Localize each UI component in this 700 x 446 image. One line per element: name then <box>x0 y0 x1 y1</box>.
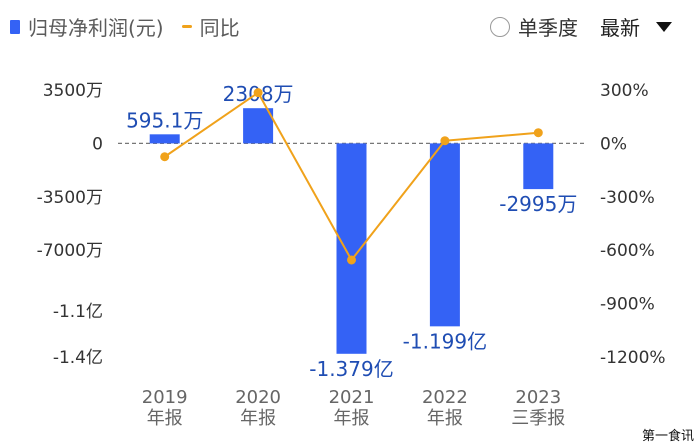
left-axis-tick-label: 3500万 <box>43 81 103 101</box>
left-axis-tick-label: -1.1亿 <box>53 302 103 322</box>
bar-data-label: 595.1万 <box>126 108 203 132</box>
single-quarter-toggle[interactable]: 单季度 <box>490 12 578 41</box>
bar-data-label: -1.379亿 <box>309 357 393 381</box>
x-axis-year-label: 2020 <box>235 387 281 408</box>
yoy-point <box>253 88 263 98</box>
left-axis-tick-label: -3500万 <box>37 188 103 208</box>
right-axis-tick-label: -1200% <box>600 348 666 368</box>
yoy-point <box>347 255 356 265</box>
x-axis-year-label: 2023 <box>515 387 561 408</box>
left-axis-tick-label: 0 <box>92 134 103 154</box>
yoy-point <box>533 128 543 138</box>
legend-label-yoy: 同比 <box>199 16 240 40</box>
legend-label-net-profit: 归母净利润(元) <box>28 16 164 40</box>
right-axis-tick-label: -900% <box>600 295 655 315</box>
bar <box>336 143 367 354</box>
chart-header: 归母净利润(元) 同比 单季度 最新 <box>0 0 700 56</box>
x-axis-period-label: 年报 <box>147 408 183 429</box>
latest-dropdown[interactable]: 最新 <box>600 12 672 41</box>
legend-item-net-profit[interactable]: 归母净利润(元) <box>10 12 164 41</box>
right-axis-tick-label: -300% <box>600 188 655 208</box>
x-axis-year-label: 2019 <box>142 387 188 408</box>
chevron-down-icon[interactable] <box>656 21 672 32</box>
bar-legend-icon <box>10 19 20 34</box>
bar <box>243 108 274 144</box>
legend: 归母净利润(元) 同比 <box>10 12 240 41</box>
radio-icon[interactable] <box>490 16 510 37</box>
bar-data-label: -2995万 <box>499 192 577 216</box>
right-axis-tick-label: 0% <box>600 134 627 154</box>
legend-item-yoy[interactable]: 同比 <box>181 12 240 41</box>
bar-data-label: -1.199亿 <box>403 329 487 353</box>
left-axis-tick-label: -1.4亿 <box>53 348 103 368</box>
bar <box>149 134 180 144</box>
latest-dropdown-label: 最新 <box>600 16 640 40</box>
x-axis-period-label: 年报 <box>427 408 463 429</box>
x-axis-year-label: 2021 <box>329 387 375 408</box>
right-axis-tick-label: 300% <box>600 81 649 101</box>
x-axis-period-label: 年报 <box>334 408 370 429</box>
yoy-point <box>160 152 170 162</box>
x-axis-year-label: 2022 <box>422 387 468 408</box>
line-legend-icon <box>181 25 192 28</box>
chart-controls: 单季度 最新 <box>490 12 672 41</box>
single-quarter-label: 单季度 <box>518 16 578 40</box>
bar <box>523 143 554 190</box>
x-axis-period-label: 年报 <box>240 408 276 429</box>
left-axis-tick-label: -7000万 <box>37 241 103 261</box>
yoy-point <box>440 136 450 146</box>
watermark-text: 第一食讯 <box>641 429 694 444</box>
x-axis-period-label: 三季报 <box>511 408 565 429</box>
bar <box>429 143 460 327</box>
right-axis-tick-label: -600% <box>600 241 655 261</box>
